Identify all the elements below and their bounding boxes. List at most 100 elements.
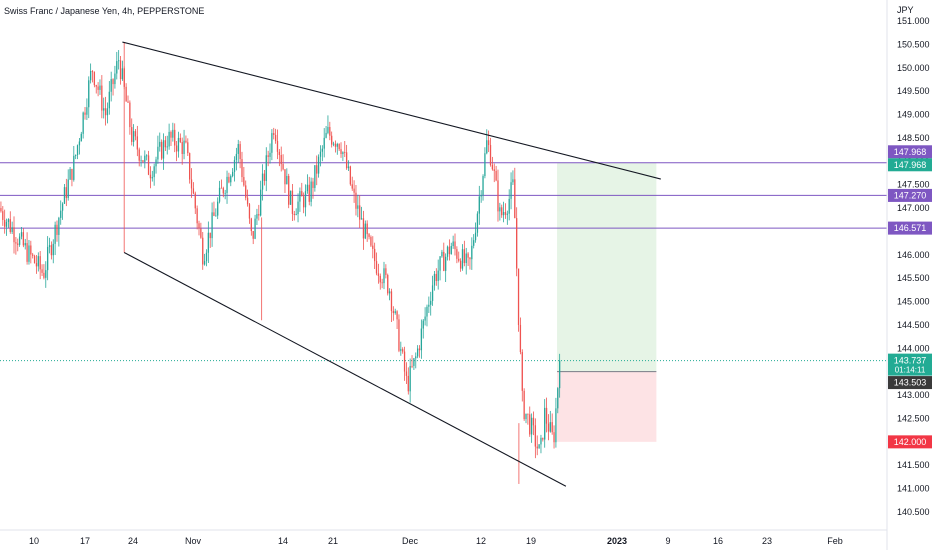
time-tick-label: Feb <box>827 536 843 546</box>
candle-body <box>351 184 353 189</box>
trend-line[interactable] <box>122 41 661 180</box>
candle-body <box>248 204 251 219</box>
candle-body <box>381 282 383 284</box>
candle-body <box>493 169 495 171</box>
candle-body <box>175 145 178 152</box>
candle-body <box>30 245 32 255</box>
candle-body <box>473 240 475 246</box>
candle-body <box>13 227 15 243</box>
candle-body <box>437 270 439 282</box>
price-tick-label: 145.000 <box>897 297 930 307</box>
candle-body <box>349 166 352 185</box>
candle-body <box>342 152 344 155</box>
candle-body <box>530 417 533 435</box>
candle-body <box>445 256 447 271</box>
price-labels: 147.968 147.270 146.571 147.968 143.73701:14… <box>888 145 932 449</box>
candle-body <box>312 181 314 188</box>
candle-body <box>101 85 103 111</box>
candle-body <box>200 228 202 238</box>
candle-body <box>118 60 120 62</box>
level-tag: 147.270 <box>894 190 927 200</box>
candle-body <box>461 249 464 269</box>
price-tick-label: 149.000 <box>897 110 930 120</box>
price-tick-label: 141.500 <box>897 460 930 470</box>
loss-zone[interactable] <box>557 371 657 442</box>
candle-body <box>291 190 294 214</box>
candle-body <box>345 152 348 169</box>
horizontal-levels[interactable] <box>0 162 887 362</box>
long-position-tool[interactable] <box>557 162 657 442</box>
candle-body <box>170 131 172 138</box>
candle-body <box>239 144 241 160</box>
candle-body <box>297 201 299 215</box>
candle-body <box>540 437 542 445</box>
candle-body <box>274 134 277 141</box>
candle-body <box>529 414 531 435</box>
candle-body <box>46 246 49 271</box>
candle-body <box>153 166 155 178</box>
candle-body <box>211 212 213 239</box>
candle-body <box>544 407 546 440</box>
candle-body <box>67 179 69 198</box>
candle-body <box>439 256 441 271</box>
candle-body <box>78 141 81 146</box>
candle-body <box>7 219 10 222</box>
candle-body <box>372 245 374 249</box>
candle-body <box>131 127 133 142</box>
candle-body <box>267 155 269 157</box>
candle-body <box>89 70 92 81</box>
profit-zone[interactable] <box>557 162 657 372</box>
candle-body <box>168 131 170 147</box>
candle-body <box>295 214 297 215</box>
candle-body <box>196 208 198 224</box>
candle-countdown: 01:14:11 <box>895 366 926 375</box>
candle-body <box>140 160 142 162</box>
candle-body <box>443 251 445 271</box>
candle-body <box>517 268 520 325</box>
candle-body <box>379 275 381 283</box>
price-tick-label: 150.000 <box>897 63 930 73</box>
candle-body <box>136 136 138 150</box>
candle-body <box>73 155 75 180</box>
price-tick-label: 143.000 <box>897 390 930 400</box>
candle-body <box>508 198 510 214</box>
candle-body <box>516 218 518 269</box>
candle-body <box>17 243 19 245</box>
candle-body <box>357 205 359 209</box>
candle-body <box>110 79 112 92</box>
candle-body <box>24 243 26 246</box>
price-tick-label: 147.500 <box>897 180 930 190</box>
candle-body <box>69 168 71 180</box>
candle-body <box>478 196 480 214</box>
candle-body <box>327 126 329 133</box>
stop-price-tag: 142.000 <box>894 437 927 447</box>
candle-body <box>243 177 245 186</box>
candle-body <box>245 185 247 198</box>
price-tick-label: 147.000 <box>897 203 930 213</box>
time-axis[interactable]: 10 17 24 Nov 14 21 Dec 12 19 2023 9 16 23 Feb <box>29 536 843 546</box>
trend-lines[interactable] <box>122 41 661 487</box>
candle-body <box>252 231 254 239</box>
candle-body <box>360 218 363 220</box>
candle-body <box>334 143 337 147</box>
candle-body <box>75 155 77 156</box>
price-tick-label: 141.000 <box>897 484 930 494</box>
candle-body <box>325 132 327 138</box>
candle-body <box>217 201 219 216</box>
candle-body <box>226 176 228 193</box>
candle-body <box>119 60 122 80</box>
candle-body <box>458 258 460 261</box>
candle-body <box>181 142 183 154</box>
candle-body <box>388 291 391 294</box>
candle-body <box>114 73 116 85</box>
trend-line[interactable] <box>123 251 567 487</box>
candle-body <box>93 72 96 86</box>
candle-body <box>374 248 376 262</box>
candle-body <box>422 320 424 329</box>
candle-body <box>228 176 230 183</box>
candle-body <box>15 242 17 244</box>
candle-body <box>50 245 53 256</box>
candle-body <box>486 140 488 154</box>
candle-body <box>495 170 497 181</box>
